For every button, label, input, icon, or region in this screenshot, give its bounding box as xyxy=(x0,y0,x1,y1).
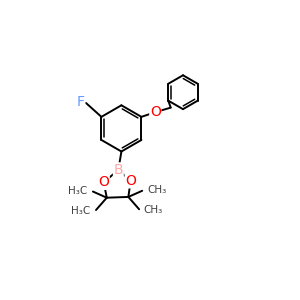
Text: H₃C: H₃C xyxy=(71,206,91,216)
Text: O: O xyxy=(125,174,136,188)
Text: CH₃: CH₃ xyxy=(144,205,163,215)
Text: CH₃: CH₃ xyxy=(148,185,167,195)
Text: B: B xyxy=(113,163,123,177)
Text: O: O xyxy=(98,175,109,189)
Text: H₃C: H₃C xyxy=(68,186,87,196)
Text: F: F xyxy=(76,95,85,109)
Text: O: O xyxy=(150,105,161,119)
